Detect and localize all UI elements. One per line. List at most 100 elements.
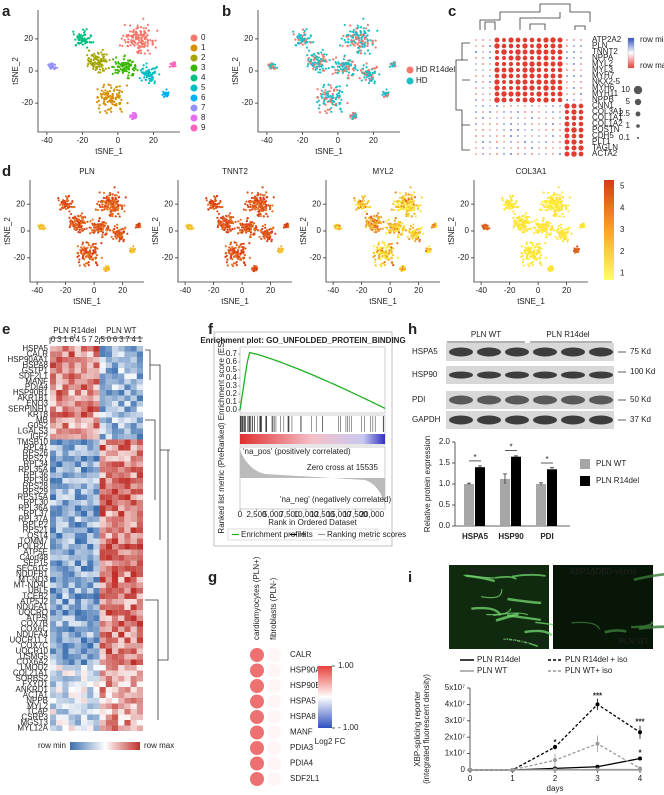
heat-cell — [136, 527, 143, 533]
cell-dot — [84, 265, 87, 268]
dot — [578, 133, 584, 139]
heat-cell — [118, 494, 125, 500]
cell-dot — [125, 67, 128, 70]
cell-dot — [156, 29, 159, 32]
cell-dot — [405, 193, 408, 196]
heat-cell — [93, 428, 100, 434]
cell-dot — [253, 204, 256, 207]
heat-cell — [56, 494, 63, 500]
cell-dot — [537, 231, 540, 234]
dot — [530, 92, 534, 96]
heat-cell — [50, 516, 57, 522]
cell-dot — [250, 221, 253, 224]
cell-dot — [234, 220, 237, 223]
cell-dot — [90, 258, 93, 261]
cell-dot — [261, 194, 264, 197]
cell-dot — [58, 203, 62, 206]
cell-dot — [273, 67, 276, 71]
heat-cell — [56, 450, 63, 456]
heat-cell — [124, 527, 131, 533]
cell-dot — [104, 269, 107, 272]
heat-cell — [68, 423, 75, 429]
cell-dot — [347, 67, 350, 70]
dot — [489, 51, 491, 53]
cell-dot — [136, 225, 139, 228]
cell-dot — [408, 207, 411, 210]
cell-dot — [108, 199, 111, 202]
cell-dot — [359, 26, 363, 29]
heat-cell — [56, 472, 63, 478]
cell-dot — [98, 229, 102, 233]
cell-dot — [108, 100, 112, 103]
cell-dot — [118, 70, 121, 73]
dot — [523, 110, 527, 114]
cell-dot — [136, 50, 139, 54]
cell-dot — [561, 212, 564, 215]
cell-dot — [366, 221, 369, 225]
heat-cell — [136, 373, 143, 379]
cell-dot — [322, 57, 325, 60]
heat-cell — [81, 511, 88, 517]
cell-dot — [260, 237, 263, 241]
cell-dot — [100, 242, 103, 245]
dot — [558, 140, 562, 144]
dot — [550, 97, 556, 103]
cell-dot — [374, 264, 377, 267]
heat-cell — [112, 379, 119, 385]
cell-dot — [81, 257, 84, 260]
cell-dot — [111, 198, 114, 201]
heat-cell — [124, 423, 131, 429]
cell-dot — [145, 76, 148, 79]
cell-dot — [64, 195, 68, 198]
heat-cell — [130, 434, 137, 440]
legend-label: 3 — [201, 63, 206, 72]
heat-cell — [130, 357, 137, 363]
x-tick-label: 0 — [240, 286, 245, 295]
heat-cell — [99, 362, 106, 368]
cell-dot — [102, 60, 105, 63]
heat-cell — [87, 346, 94, 352]
heat-cell — [93, 522, 100, 528]
cell-dot — [101, 48, 104, 51]
cell-dot — [117, 92, 121, 95]
cell-dot — [543, 205, 546, 209]
cell-dot — [557, 194, 560, 197]
heat-cell — [136, 456, 143, 462]
cell-dot — [416, 231, 420, 234]
legend-label: 1 — [201, 43, 206, 52]
cell-dot — [435, 225, 438, 229]
dot — [550, 73, 556, 79]
cell-dot — [211, 204, 214, 207]
cell-dot — [303, 29, 306, 33]
heat-cell — [50, 346, 57, 352]
dot — [530, 122, 534, 126]
cell-dot — [366, 42, 369, 45]
cell-dot — [137, 41, 140, 44]
dot — [579, 38, 583, 42]
heat-cell — [56, 357, 63, 363]
legend-label: 8 — [201, 113, 206, 122]
dot — [496, 117, 498, 119]
cell-dot — [119, 204, 122, 207]
dot — [482, 87, 484, 89]
dot — [550, 91, 556, 97]
x-tick-label: 0 — [388, 286, 393, 295]
cell-dot — [172, 62, 175, 66]
cell-dot — [548, 197, 551, 200]
dot — [494, 85, 500, 91]
cell-dot — [331, 92, 334, 96]
cell-dot — [94, 261, 97, 264]
cell-dot — [130, 117, 134, 120]
heat-cell — [136, 439, 143, 445]
heat-cell — [74, 357, 81, 363]
cell-dot — [69, 212, 73, 216]
cell-dot — [333, 88, 336, 91]
cell-dot — [121, 44, 124, 48]
cell-dot — [104, 222, 107, 225]
heat-cell — [124, 445, 131, 451]
cell-dot — [576, 250, 579, 254]
cell-dot — [253, 232, 256, 235]
dot — [474, 128, 478, 132]
cell-dot — [542, 217, 545, 220]
cell-dot — [365, 212, 369, 216]
